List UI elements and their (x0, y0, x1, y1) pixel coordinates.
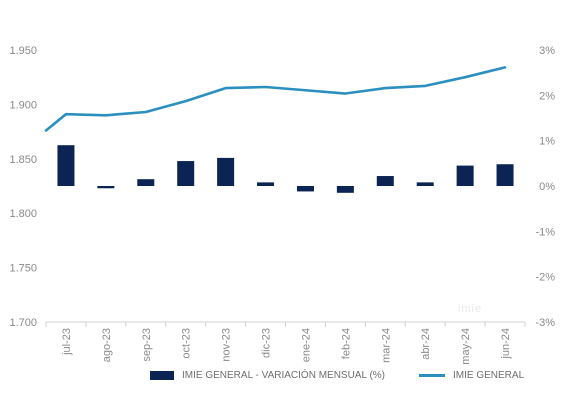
bar (177, 161, 194, 186)
y-right-tick-label: 1% (539, 136, 555, 148)
bar (57, 145, 74, 186)
x-tick-label: ene-24 (300, 328, 312, 362)
labels-layer: 1.700 1.750 1.800 1.850 1.900 1.950 -3% -2% -1% 0… (9, 45, 555, 365)
y-right-tick-label: -2% (535, 272, 555, 284)
legend-bar-label: IMIE GENERAL - VARIACIÓN MENSUAL (%) (182, 370, 385, 381)
bar (337, 186, 354, 193)
x-tick-label: jul-23 (61, 328, 73, 356)
y-right-tick-label: -3% (535, 317, 555, 329)
x-tick-label: ago-23 (101, 328, 113, 362)
bar (417, 182, 434, 186)
legend-item-bar: IMIE GENERAL - VARIACIÓN MENSUAL (%) (150, 370, 385, 381)
watermark-logo: imie (458, 303, 482, 315)
y-left-tick-label: 1.950 (9, 45, 37, 57)
legend-bar-swatch (150, 371, 174, 380)
x-tick-label: abr-24 (420, 328, 432, 360)
bar (217, 158, 234, 186)
y-right-tick-label: 2% (539, 90, 555, 102)
x-tick-label: nov-23 (221, 328, 233, 362)
y-right-tick-label: -1% (535, 226, 555, 238)
legend-line-label: IMIE GENERAL (453, 370, 524, 381)
x-tick-label: feb-24 (340, 328, 352, 359)
legend-line-swatch (419, 374, 445, 377)
x-tick-label: oct-23 (181, 328, 193, 359)
axes-layer (46, 322, 525, 327)
x-tick-label: jun-24 (500, 328, 512, 360)
bar (137, 179, 154, 186)
y-right-tick-label: 0% (539, 181, 555, 193)
x-tick-label: sep-23 (141, 328, 153, 362)
bar (457, 166, 474, 186)
legend-item-line: IMIE GENERAL (419, 370, 524, 381)
x-tick-label: dic-23 (261, 328, 273, 358)
bar (497, 164, 514, 186)
bar (97, 186, 114, 188)
x-tick-label: mar-24 (380, 328, 392, 363)
legend: IMIE GENERAL - VARIACIÓN MENSUAL (%) IMI… (150, 370, 524, 381)
bars-layer (57, 145, 513, 193)
y-left-tick-label: 1.750 (9, 263, 37, 275)
watermark-layer: imie (458, 303, 482, 315)
x-tick-label: may-24 (460, 328, 472, 365)
bar (377, 176, 394, 186)
y-left-tick-label: 1.800 (9, 208, 37, 220)
bar (297, 186, 314, 191)
bar (257, 182, 274, 186)
series-line (46, 67, 505, 130)
y-left-tick-label: 1.700 (9, 317, 37, 329)
y-left-tick-label: 1.850 (9, 154, 37, 166)
y-right-tick-label: 3% (539, 45, 555, 57)
line-layer (46, 67, 505, 130)
y-left-tick-label: 1.900 (9, 99, 37, 111)
